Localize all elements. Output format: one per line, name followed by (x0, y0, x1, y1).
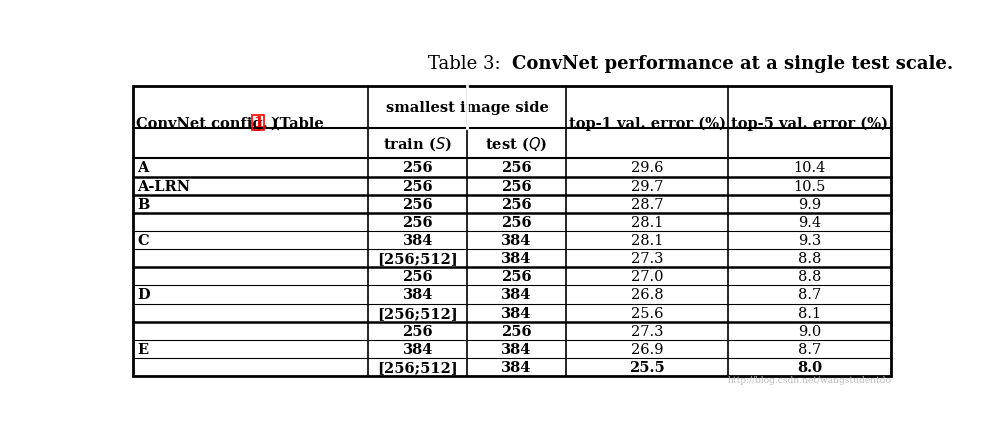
Text: 25.5: 25.5 (629, 360, 665, 374)
Text: smallest image side: smallest image side (386, 101, 548, 115)
Text: 256: 256 (403, 270, 433, 284)
Text: 8.7: 8.7 (798, 342, 821, 356)
Text: 26.9: 26.9 (630, 342, 663, 356)
Text: 9.0: 9.0 (798, 324, 821, 338)
Text: E: E (137, 342, 149, 356)
Text: 256: 256 (500, 197, 531, 211)
Text: 384: 384 (403, 342, 433, 356)
Text: 27.3: 27.3 (630, 252, 663, 266)
Text: 256: 256 (500, 215, 531, 229)
Text: 8.8: 8.8 (798, 270, 821, 284)
Text: [256;512]: [256;512] (378, 360, 459, 374)
Text: 384: 384 (501, 288, 531, 302)
Text: 28.1: 28.1 (630, 233, 663, 247)
Text: train ($S$): train ($S$) (384, 135, 453, 153)
Text: test ($Q$): test ($Q$) (486, 135, 547, 153)
Text: 384: 384 (501, 306, 531, 320)
Text: B: B (137, 197, 150, 211)
Text: 9.4: 9.4 (798, 215, 821, 229)
Text: A-LRN: A-LRN (137, 179, 191, 193)
Text: 384: 384 (403, 233, 433, 247)
Text: 384: 384 (501, 342, 531, 356)
Text: 256: 256 (403, 179, 433, 193)
Text: ConvNet config. (Table: ConvNet config. (Table (136, 116, 329, 130)
Text: 10.5: 10.5 (794, 179, 826, 193)
Text: A: A (137, 161, 149, 175)
Text: 29.7: 29.7 (630, 179, 663, 193)
Text: ConvNet performance at a single test scale.: ConvNet performance at a single test sca… (511, 55, 953, 73)
Text: top-5 val. error (%): top-5 val. error (%) (731, 116, 888, 130)
Text: 384: 384 (501, 360, 531, 374)
Bar (133, 87, 891, 376)
Text: 384: 384 (501, 252, 531, 266)
Text: 256: 256 (403, 324, 433, 338)
Text: 9.3: 9.3 (798, 233, 821, 247)
Bar (133, 87, 891, 376)
Text: 8.0: 8.0 (797, 360, 822, 374)
Text: Table 3:: Table 3: (428, 55, 511, 73)
Text: 29.6: 29.6 (630, 161, 663, 175)
Text: [256;512]: [256;512] (378, 306, 459, 320)
Text: 10.4: 10.4 (794, 161, 826, 175)
Text: 384: 384 (403, 288, 433, 302)
Text: 8.7: 8.7 (798, 288, 821, 302)
Text: top-1 val. error (%): top-1 val. error (%) (568, 116, 725, 130)
Text: 256: 256 (403, 161, 433, 175)
Text: http://blog.csdn.net/wangstudentdo: http://blog.csdn.net/wangstudentdo (727, 375, 891, 385)
Text: D: D (137, 288, 150, 302)
Text: 8.1: 8.1 (798, 306, 821, 320)
Text: 384: 384 (501, 233, 531, 247)
Text: C: C (137, 233, 149, 247)
Text: 256: 256 (500, 179, 531, 193)
Text: 256: 256 (500, 324, 531, 338)
Text: 9.9: 9.9 (798, 197, 821, 211)
Text: 256: 256 (403, 197, 433, 211)
Text: 256: 256 (500, 270, 531, 284)
Text: 256: 256 (500, 161, 531, 175)
Text: ): ) (271, 116, 278, 130)
Text: 27.0: 27.0 (630, 270, 663, 284)
Text: 256: 256 (403, 215, 433, 229)
Text: [256;512]: [256;512] (378, 252, 459, 266)
Text: 28.7: 28.7 (630, 197, 663, 211)
Text: 26.8: 26.8 (630, 288, 663, 302)
Text: 1: 1 (253, 116, 263, 130)
Text: 8.8: 8.8 (798, 252, 821, 266)
Text: 28.1: 28.1 (630, 215, 663, 229)
Text: 27.3: 27.3 (630, 324, 663, 338)
Text: 25.6: 25.6 (630, 306, 663, 320)
